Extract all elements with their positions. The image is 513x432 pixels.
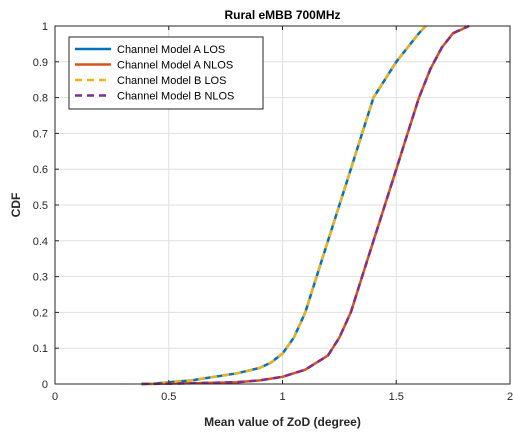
- y-tick-label: 0.8: [33, 93, 48, 105]
- legend-label-1: Channel Model A LOS: [117, 44, 225, 56]
- series-line-4: [141, 24, 470, 386]
- series-lines: [141, 24, 470, 386]
- axis-ticks: 0 0.5 1 1.5 2 0 0.1 0.2 0.3 0.4 0.5 0.6 0.7 0.8 0.9 1: [33, 21, 513, 403]
- y-tick-label: 0.7: [33, 128, 48, 140]
- y-tick-label: 0.9: [33, 57, 48, 69]
- y-tick-label: 0.3: [33, 272, 48, 284]
- y-tick-label: 1: [42, 21, 48, 33]
- legend-label-2: Channel Model A NLOS: [117, 60, 233, 72]
- y-tick-label: 0: [42, 379, 48, 391]
- y-tick-label: 0.2: [33, 307, 48, 319]
- x-tick-label: 0: [52, 391, 58, 403]
- legend: Channel Model A LOS Channel Model A NLOS C…: [68, 36, 264, 110]
- y-tick-label: 0.4: [33, 236, 48, 248]
- x-tick-label: 1.5: [389, 391, 404, 403]
- chart-title: Rural eMBB 700MHz: [224, 8, 340, 22]
- x-axis-label: Mean value of ZoD (degree): [204, 415, 361, 429]
- x-tick-label: 2: [507, 391, 513, 403]
- y-axis-label: CDF: [9, 193, 23, 218]
- y-tick-label: 0.6: [33, 164, 48, 176]
- legend-label-4: Channel Model B NLOS: [117, 91, 234, 103]
- x-tick-label: 0.5: [161, 391, 176, 403]
- legend-label-3: Channel Model B LOS: [117, 75, 226, 87]
- series-line-3: [150, 25, 427, 386]
- y-tick-label: 0.5: [33, 200, 48, 212]
- x-tick-label: 1: [279, 391, 285, 403]
- y-tick-label: 0.1: [33, 343, 48, 355]
